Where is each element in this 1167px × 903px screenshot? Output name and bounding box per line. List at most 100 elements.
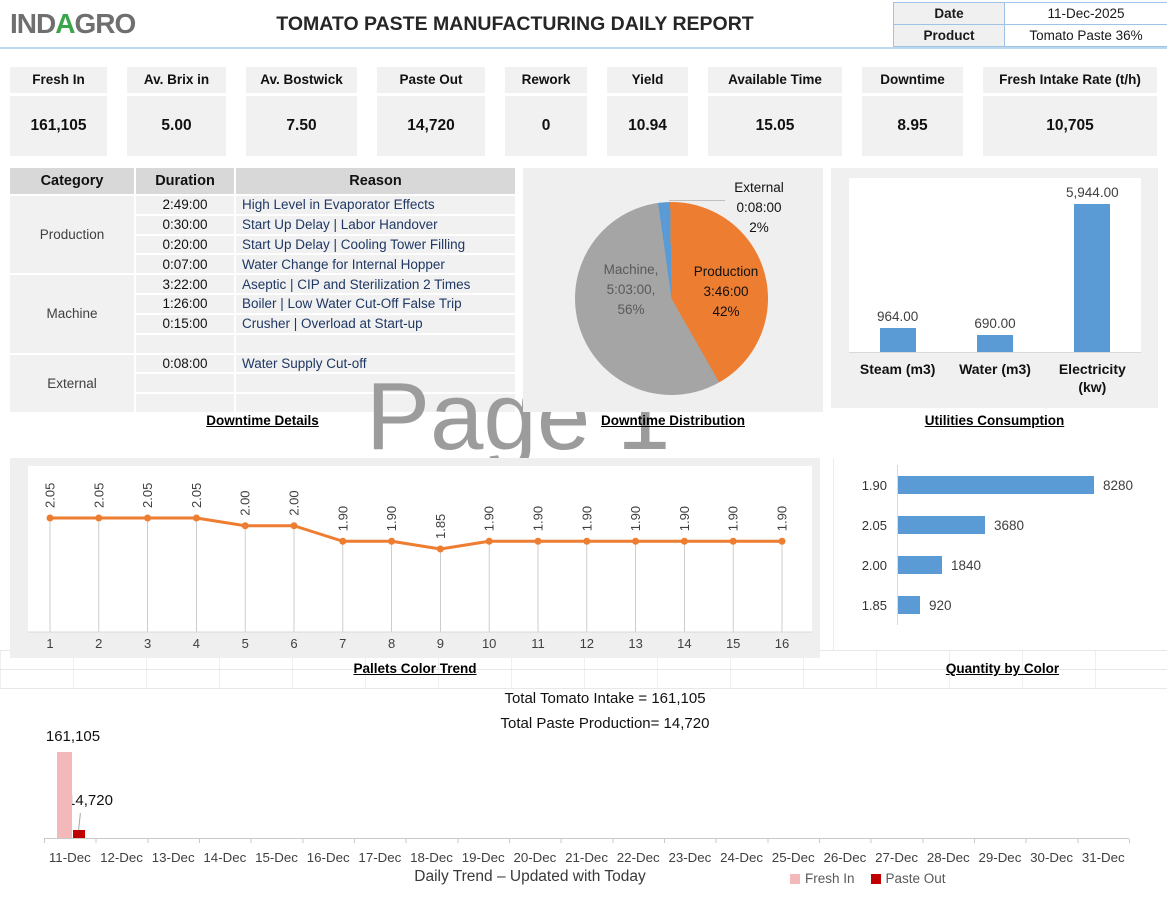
svg-text:6: 6	[290, 636, 297, 651]
downtime-reason-cell[interactable]: Boiler | Low Water Cut-Off False Trip	[236, 295, 515, 313]
kpi-value-cell[interactable]: 5.00	[127, 96, 226, 156]
downtime-category-cell[interactable]: External	[10, 354, 134, 412]
downtime-reason-cell[interactable]: Start Up Delay | Labor Handover	[236, 215, 515, 234]
downtime-category-cell[interactable]: Production	[10, 196, 134, 274]
total-production-text: Total Paste Production= 14,720	[500, 715, 710, 732]
svg-text:1.90: 1.90	[531, 506, 546, 531]
kpi-card: Available Time 15.05	[708, 67, 842, 156]
page-title: TOMATO PASTE MANUFACTURING DAILY REPORT	[276, 13, 754, 35]
downtime-distribution-chart[interactable]: External 0:08:00 2% Production 3:46:00 4…	[523, 168, 823, 412]
downtime-details-table: Category Duration Reason Production 2:49:…	[10, 168, 515, 412]
trend-x-axis-labels: 11-Dec 12-Dec 13-Dec 14-Dec 15-Dec 16-Dec 17-D…	[44, 850, 1129, 865]
bar-value-label: 690.00	[974, 316, 1016, 331]
downtime-reason-cell[interactable]: High Level in Evaporator Effects	[236, 196, 515, 214]
utilities-consumption-chart[interactable]: 964.00 690.00 5,944.00 Steam (m3) Water (…	[831, 168, 1158, 408]
downtime-duration-cell[interactable]: 0:07:00	[136, 255, 234, 274]
downtime-reason-cell[interactable]	[236, 374, 515, 393]
kpi-value-cell[interactable]: 0	[505, 96, 587, 156]
svg-text:2.05: 2.05	[189, 483, 204, 508]
trend-x-axis	[44, 838, 1129, 839]
downtime-duration-cell[interactable]	[136, 374, 234, 393]
qty-bar	[898, 516, 985, 534]
downtime-duration-cell[interactable]: 0:15:00	[136, 314, 234, 333]
kpi-card: Av. Bostwick 7.50	[246, 67, 357, 156]
svg-text:2.00: 2.00	[287, 490, 302, 515]
kpi-card: Downtime 8.95	[862, 67, 963, 156]
downtime-reason-cell[interactable]: Start Up Delay | Cooling Tower Filling	[236, 235, 515, 254]
downtime-duration-cell[interactable]: 0:08:00	[136, 354, 234, 373]
qty-value-label: 8280	[1103, 477, 1134, 493]
kpi-value-cell[interactable]: 14,720	[377, 96, 485, 156]
svg-text:8: 8	[388, 636, 395, 651]
kpi-value-cell[interactable]: 7.50	[246, 96, 357, 156]
downtime-category-cell[interactable]: Machine	[10, 275, 134, 353]
kpi-card: Av. Brix in 5.00	[127, 67, 226, 156]
trend-date-label: 14-Dec	[203, 850, 247, 865]
utility-bar-group: 690.00	[946, 178, 1043, 352]
downtime-details-caption: Downtime Details	[206, 413, 319, 428]
qty-bar-zone: 8280	[897, 465, 1160, 505]
svg-text:10: 10	[482, 636, 496, 651]
date-value-cell[interactable]: 11-Dec-2025	[1005, 3, 1167, 25]
trend-date-label: 23-Dec	[668, 850, 712, 865]
trend-date-label: 21-Dec	[565, 850, 608, 865]
trend-date-label: 12-Dec	[100, 850, 143, 865]
line-chart-svg: 2.05 1 2.05 2 2.05 3 2.05 4 2.00 5 2.00 6 1.90 7 1.90 8…	[28, 466, 812, 651]
date-label: Date	[893, 3, 1005, 25]
product-label: Product	[893, 25, 1005, 47]
kpi-card: Rework 0	[505, 67, 587, 156]
kpi-value-cell[interactable]: 161,105	[10, 96, 107, 156]
column-header-reason: Reason	[236, 168, 515, 194]
utility-bar	[879, 328, 916, 352]
downtime-reason-cell[interactable]	[236, 334, 515, 353]
utility-bar-group: 5,944.00	[1044, 178, 1141, 352]
qty-value-label: 3680	[994, 517, 1025, 533]
kpi-label: Available Time	[708, 67, 842, 93]
kpi-value-cell[interactable]: 10.94	[607, 96, 688, 156]
downtime-duration-cell[interactable]	[136, 394, 234, 412]
trend-date-label: 27-Dec	[875, 850, 919, 865]
pallets-color-trend-chart[interactable]: 2.05 1 2.05 2 2.05 3 2.05 4 2.00 5 2.00 6 1.90 7 1.90 8…	[10, 458, 820, 658]
pie-label-machine: Machine, 5:03:00, 56%	[603, 262, 659, 317]
trend-date-label: 22-Dec	[616, 850, 660, 865]
svg-text:1.90: 1.90	[384, 506, 399, 531]
downtime-duration-cell[interactable]: 0:30:00	[136, 215, 234, 234]
product-value-cell[interactable]: Tomato Paste 36%	[1005, 25, 1167, 47]
logo-text: IND	[10, 8, 56, 39]
downtime-reason-cell[interactable]	[236, 394, 515, 412]
qty-bar-zone: 920	[897, 585, 1160, 625]
kpi-value-cell[interactable]: 8.95	[862, 96, 963, 156]
totals-block: Total Tomato Intake = 161,105 Total Past…	[300, 686, 910, 736]
downtime-reason-cell[interactable]: Crusher | Overload at Start-up	[236, 314, 515, 333]
downtime-duration-cell[interactable]: 3:22:00	[136, 275, 234, 294]
trend-date-label: 19-Dec	[461, 850, 505, 865]
fresh-in-value-label: 161,105	[45, 728, 101, 745]
kpi-value-cell[interactable]: 10,705	[983, 96, 1157, 156]
downtime-duration-cell[interactable]: 0:20:00	[136, 235, 234, 254]
svg-text:1.90: 1.90	[726, 506, 741, 531]
qty-category-label: 2.00	[861, 557, 887, 573]
qty-bar-row: 1.85 920	[845, 585, 1160, 625]
trend-date-label: 25-Dec	[771, 850, 815, 865]
trend-date-label: 28-Dec	[926, 850, 970, 865]
downtime-reason-cell[interactable]: Water Supply Cut-off	[236, 354, 515, 373]
trend-date-label: 13-Dec	[151, 850, 195, 865]
trend-legend: Fresh In Paste Out	[790, 871, 946, 886]
downtime-duration-cell[interactable]	[136, 334, 234, 353]
daily-trend-chart[interactable]: 161,105 14,720 11-Dec 12-Dec 13-Dec 14-Dec 1…	[0, 720, 1167, 903]
legend-swatch-icon	[870, 873, 881, 884]
downtime-duration-cell[interactable]: 1:26:00	[136, 295, 234, 313]
downtime-reason-cell[interactable]: Water Change for Internal Hopper	[236, 255, 515, 274]
qty-value-label: 1840	[951, 557, 982, 573]
kpi-value-cell[interactable]: 15.05	[708, 96, 842, 156]
kpi-card: Fresh In 161,105	[10, 67, 107, 156]
svg-text:3: 3	[144, 636, 151, 651]
utility-category-label: Steam (m3)	[859, 361, 936, 377]
quantity-by-color-chart[interactable]: 1.90 8280 2.05 3680 2.00 1840 1.85	[845, 460, 1160, 648]
paste-out-bar	[73, 830, 85, 838]
qty-value-label: 920	[929, 597, 952, 613]
qty-category-label: 1.90	[861, 477, 887, 493]
downtime-duration-cell[interactable]: 2:49:00	[136, 196, 234, 214]
downtime-reason-cell[interactable]: Aseptic | CIP and Sterilization 2 Times	[236, 275, 515, 294]
legend-swatch-icon	[790, 873, 800, 884]
